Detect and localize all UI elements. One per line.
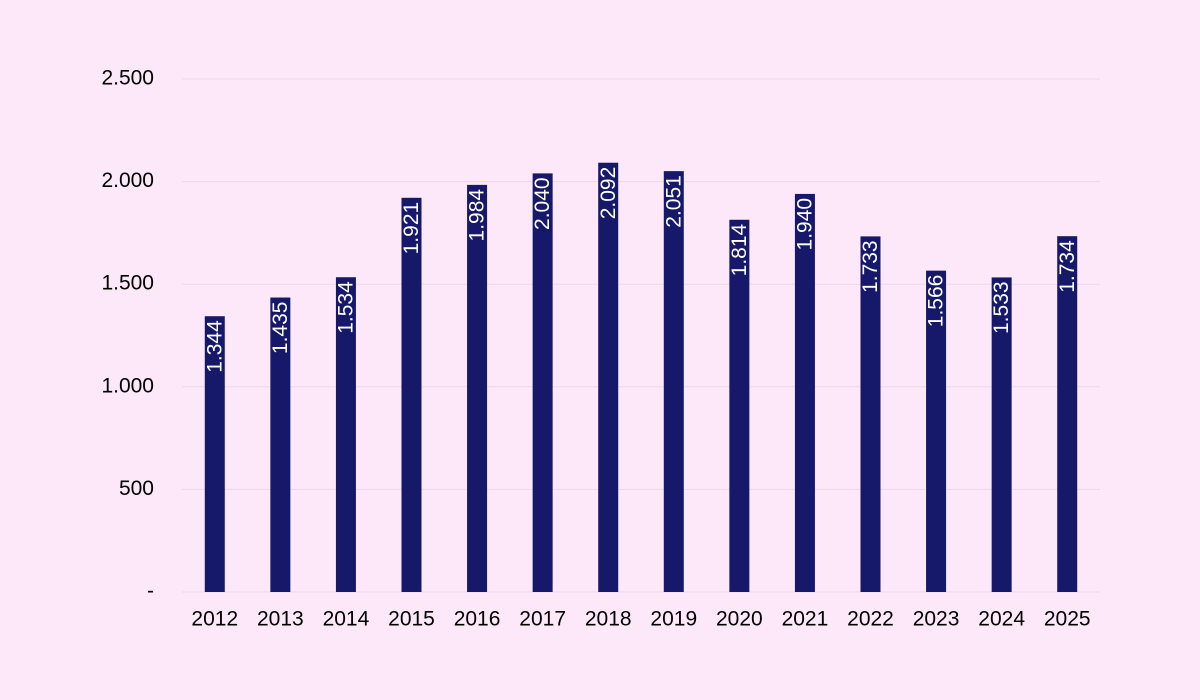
x-tick-label: 2013: [257, 608, 304, 631]
x-tick-label: 2015: [388, 608, 435, 631]
y-tick-label: 2.500: [101, 67, 154, 90]
x-tick-label: 2025: [1044, 608, 1091, 631]
bar: [1057, 236, 1078, 592]
y-tick-label: 2.000: [101, 169, 154, 192]
x-tick-label: 2022: [847, 608, 894, 631]
value-label: 1.344: [203, 320, 226, 373]
x-tick-label: 2020: [716, 608, 763, 631]
value-label: 1.940: [794, 198, 817, 251]
value-label: 1.814: [728, 223, 751, 276]
x-tick-label: 2018: [585, 608, 632, 631]
x-tick-label: 2023: [913, 608, 960, 631]
value-label: 2.092: [597, 167, 620, 220]
x-tick-label: 2024: [978, 608, 1025, 631]
value-label: 1.733: [859, 240, 882, 293]
bar: [663, 171, 684, 592]
bar: [991, 277, 1012, 592]
value-label: 1.734: [1056, 240, 1079, 293]
bar: [926, 270, 947, 592]
bar: [729, 219, 750, 592]
value-label: 1.435: [269, 302, 292, 355]
value-label: 1.566: [925, 275, 948, 328]
bar: [401, 197, 422, 593]
y-tick-label: 1.500: [101, 272, 154, 295]
bar: [204, 316, 225, 592]
bar: [794, 193, 815, 593]
value-label: 2.051: [662, 175, 685, 228]
value-label: 1.921: [400, 202, 423, 255]
value-label: 1.984: [466, 189, 489, 242]
bar: [860, 236, 881, 592]
x-tick-label: 2019: [650, 608, 697, 631]
value-label: 2.040: [531, 177, 554, 230]
bar: [598, 162, 619, 592]
x-tick-label: 2016: [454, 608, 501, 631]
bar: [467, 184, 488, 593]
y-tick-label: 500: [119, 477, 154, 500]
x-tick-label: 2021: [782, 608, 829, 631]
y-tick-label: 1.000: [101, 374, 154, 397]
value-label: 1.533: [990, 281, 1013, 334]
bar: [270, 297, 291, 592]
bar: [532, 173, 553, 592]
bar: [335, 277, 356, 592]
y-tick-label: -: [147, 580, 154, 603]
value-label: 1.534: [335, 281, 358, 334]
x-tick-label: 2012: [191, 608, 238, 631]
x-tick-label: 2017: [519, 608, 566, 631]
x-tick-label: 2014: [323, 608, 370, 631]
